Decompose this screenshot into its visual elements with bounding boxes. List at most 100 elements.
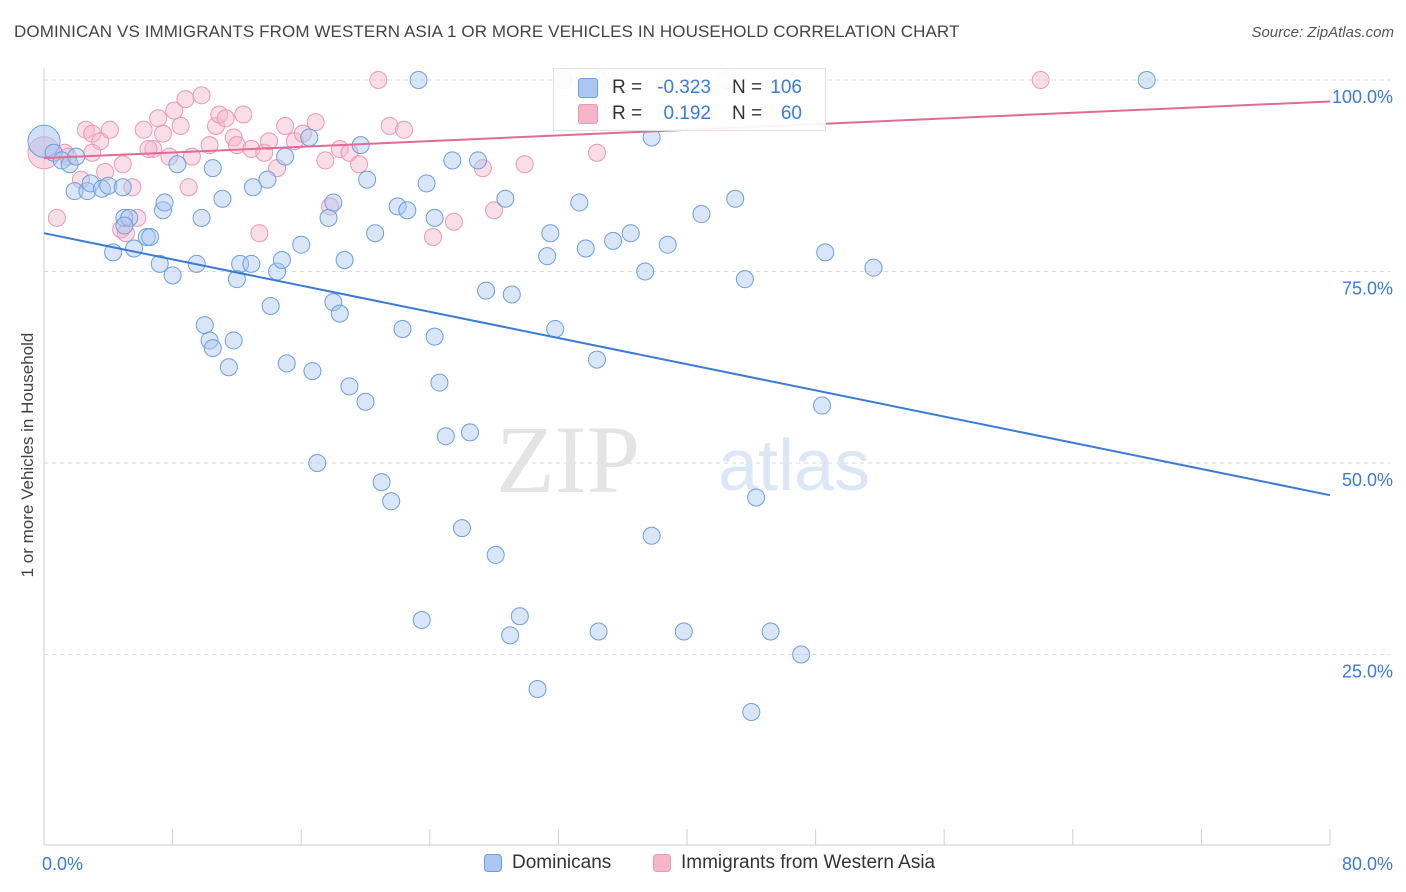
immigrants-point <box>192 86 211 105</box>
immigrants-point <box>176 90 195 109</box>
immigrants-point <box>260 132 279 151</box>
dominicans-point <box>324 293 343 312</box>
dominicans-point <box>99 176 118 195</box>
dominicans-point <box>242 254 261 273</box>
immigrants-point <box>350 155 369 174</box>
legend-r-label: R = <box>612 103 643 124</box>
series-legend: Dominicans Immigrants from Western Asia <box>0 852 1406 878</box>
dominicans-point <box>356 392 375 411</box>
dominicans-point <box>460 423 479 442</box>
dominicans-trendline <box>43 232 1331 497</box>
immigrants-point <box>234 105 253 124</box>
dominicans-point <box>538 247 557 266</box>
immigrants-point <box>171 116 190 135</box>
dominicans-point <box>570 193 589 212</box>
dominicans-point <box>692 205 711 224</box>
dominicans-point <box>224 331 243 350</box>
dominicans-point <box>277 354 296 373</box>
dominicans-point <box>163 266 182 285</box>
dominicans-point <box>528 679 547 698</box>
stats-legend: R = -0.323 N = 106 R = 0.192 N = 60 <box>553 68 826 131</box>
immigrants-point <box>306 113 325 132</box>
y-tick-label: 25.0% <box>1342 662 1393 682</box>
y-tick-label: 75.0% <box>1342 279 1393 299</box>
dominicans-point <box>153 201 172 220</box>
legend-item-immigrants[interactable]: Immigrants from Western Asia <box>653 852 935 874</box>
watermark-atlas: atlas <box>718 426 870 506</box>
legend-swatch-immigrants <box>653 854 671 872</box>
dominicans-point <box>308 454 327 472</box>
dominicans-point <box>417 174 436 193</box>
immigrants-point <box>207 116 226 135</box>
immigrants-point <box>1031 71 1050 89</box>
immigrants-point <box>369 71 388 89</box>
dominicans-point <box>742 702 761 721</box>
dominicans-point <box>674 622 693 641</box>
immigrants-point <box>380 116 399 135</box>
immigrants-point <box>250 224 269 243</box>
immigrants-point <box>83 143 102 162</box>
dominicans-point <box>393 319 412 338</box>
legend-swatch-dominicans <box>484 854 502 872</box>
dominicans-point <box>813 396 832 415</box>
immigrants-point <box>139 139 158 158</box>
dominicans-point <box>219 358 238 377</box>
dominicans-point <box>658 235 677 254</box>
dominicans-point <box>276 147 295 166</box>
dominicans-point <box>335 251 354 270</box>
dominicans-point <box>192 208 211 227</box>
dominicans-point <box>816 243 835 262</box>
dominicans-point <box>576 239 595 258</box>
legend-n-value: 106 <box>770 77 802 98</box>
immigrants-point <box>200 136 219 155</box>
legend-r-value: -0.323 <box>657 77 711 98</box>
x-tick-label: 0.0% <box>42 854 83 874</box>
dominicans-point <box>1137 71 1156 89</box>
immigrants-point <box>47 208 66 227</box>
dominicans-point <box>726 189 745 208</box>
dominicans-point <box>443 151 462 170</box>
legend-row-dominicans: R = -0.323 N = 106 <box>554 75 825 101</box>
dominicans-point <box>502 285 521 304</box>
y-axis-label: 1 or more Vehicles in Household <box>18 332 37 578</box>
dominicans-point <box>155 193 174 212</box>
legend-item-dominicans[interactable]: Dominicans <box>484 852 611 874</box>
dominicans-point <box>330 304 349 323</box>
watermark: ZIP atlas <box>496 406 870 513</box>
immigrants-point <box>100 120 119 139</box>
immigrants-point <box>153 124 172 143</box>
watermark-zip: ZIP <box>496 406 640 513</box>
dominicans-point <box>642 526 661 545</box>
dominicans-point <box>168 155 187 174</box>
dominicans-point <box>141 228 160 247</box>
dominicans-point <box>60 155 79 174</box>
dominicans-point <box>761 622 780 641</box>
dominicans-point <box>195 316 214 335</box>
dominicans-point <box>469 151 488 170</box>
dominicans-point <box>372 473 391 492</box>
legend-n-value: 60 <box>780 103 802 124</box>
legend-r-label: R = <box>612 77 643 98</box>
dominicans-point <box>81 174 100 193</box>
dominicans-point <box>261 296 280 315</box>
legend-label-dominicans: Dominicans <box>512 852 612 873</box>
dominicans-point <box>272 251 291 270</box>
dominicans-point <box>398 201 417 220</box>
x-tick-label: 80.0% <box>1342 854 1393 874</box>
dominicans-point <box>258 170 277 189</box>
dominicans-point <box>735 270 754 289</box>
dominicans-point <box>319 208 338 227</box>
y-tick-label: 100.0% <box>1332 87 1393 107</box>
chart-title: DOMINICAN VS IMMIGRANTS FROM WESTERN ASI… <box>14 22 960 41</box>
dominicans-point <box>546 319 565 338</box>
dominicans-point <box>425 327 444 346</box>
dominicans-point <box>541 224 560 243</box>
immigrants-point <box>116 224 135 243</box>
dominicans-point <box>452 519 471 538</box>
dominicans-point <box>203 159 222 178</box>
dominicans-points <box>27 71 1156 721</box>
immigrants-point <box>316 151 335 170</box>
dominicans-point <box>621 224 640 243</box>
dominicans-point <box>792 645 811 664</box>
legend-row-immigrants: R = 0.192 N = 60 <box>554 101 825 127</box>
